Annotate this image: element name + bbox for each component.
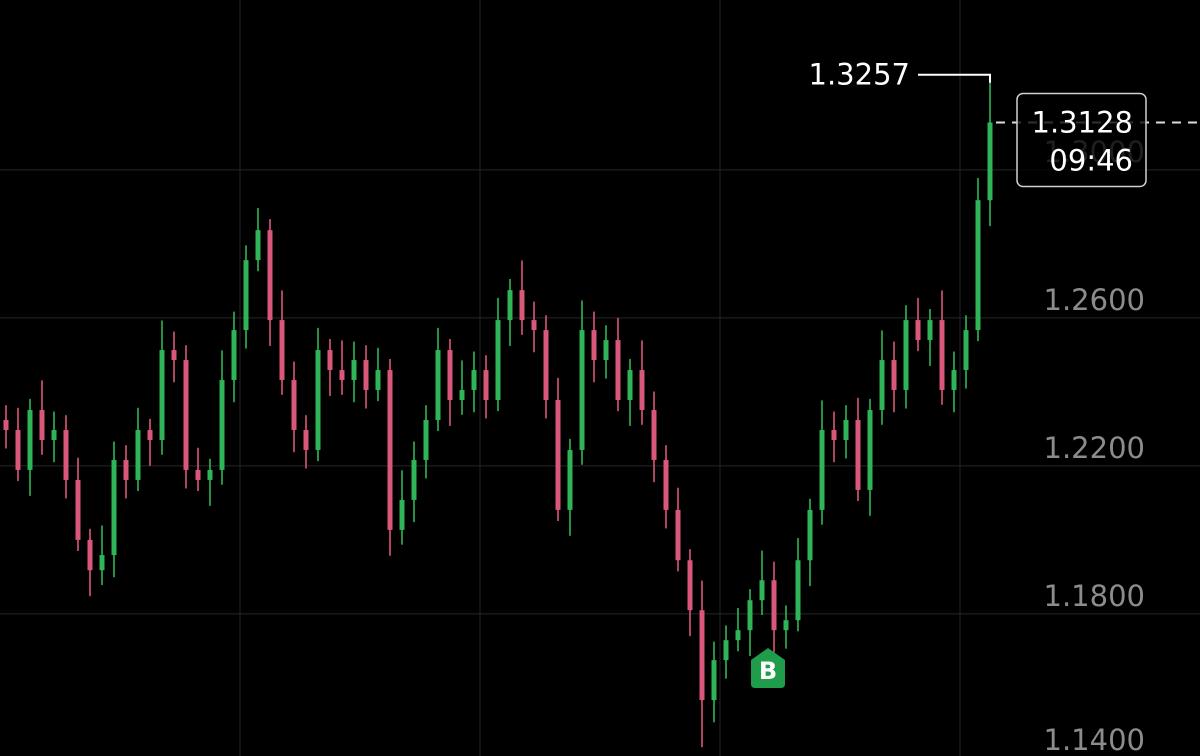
candle-body [15,429,21,470]
candle-body [639,370,645,411]
y-tick-label: 1.2200 [1044,431,1145,465]
candle-body [435,350,441,420]
candle-body [183,360,189,470]
candle-body [747,600,753,631]
candle-body [723,640,729,661]
candle-body [891,360,897,391]
candle-body [831,429,837,440]
candle-body [147,429,153,440]
candle-body [819,429,825,510]
high-leader [918,73,991,83]
candle-body [63,429,69,480]
candle-body [507,290,513,321]
candle-body [75,479,81,540]
candle-body [195,469,201,480]
candle-body [975,200,981,331]
candle-body [87,539,93,571]
candle-body [711,660,717,701]
y-tick-label: 1.2600 [1044,283,1145,317]
candle-body [591,330,597,361]
buy-marker [751,648,785,688]
candle-body [735,630,741,641]
candle-body [219,380,225,470]
candle-body [351,360,357,381]
candle-body [315,350,321,450]
candle-body [471,370,477,391]
candle-body [27,410,33,470]
candle-body [231,330,237,381]
candle-body [531,320,537,331]
candle-body [303,429,309,450]
vertical-grid [239,0,961,756]
candle-body [927,320,933,341]
candle-body [279,320,285,381]
y-tick-label: 1.1400 [1044,723,1145,756]
candle-body [987,122,993,201]
candle-body [627,370,633,401]
candle-body [411,459,417,500]
candle-body [171,350,177,361]
candle-body [867,410,873,490]
candle-body [555,400,561,510]
high-label: 1.3257 [809,58,910,92]
candle-body [255,230,261,261]
candle-body [795,560,801,621]
candle-body [903,320,909,391]
candle-body [99,555,105,571]
candle-body [615,340,621,401]
candle-body [483,370,489,401]
candle-body [495,320,501,401]
candle-body [843,420,849,440]
candle-body [3,420,9,430]
candle-body [699,610,705,701]
candle-body [135,429,141,480]
candle-body [447,350,453,401]
candle-body [663,459,669,510]
last-time-label: 09:46 [1049,143,1133,177]
candle-body [423,420,429,460]
candle-body [603,340,609,361]
candle-body [39,410,45,440]
candle-body [579,330,585,450]
candle-body [459,390,465,401]
candle-body [783,620,789,631]
candle-body [267,230,273,321]
candle-body [51,429,57,440]
candle-body [375,370,381,391]
candle-body [291,380,297,430]
candle-body [879,360,885,411]
candle-body [243,260,249,331]
candle-body [807,509,813,561]
candle-body [111,459,117,556]
candle-body [855,420,861,490]
candle-body [207,469,213,480]
candle-body [339,370,345,381]
candle-body [363,360,369,391]
candle-body [399,499,405,530]
last-price-box [1016,92,1147,188]
candle-body [963,330,969,371]
candle-body [387,370,393,530]
candle-body [567,449,573,510]
candle-body [759,580,765,601]
candle-body [951,370,957,391]
candle-body [543,330,549,401]
candle-body [687,560,693,611]
candle-body [159,350,165,440]
candle-body [519,290,525,321]
buy-marker-label: B [759,657,777,685]
candle-body [327,350,333,371]
candle-body [915,320,921,341]
candle-body [675,509,681,561]
candle-body [123,459,129,480]
candle-body [939,320,945,391]
y-tick-label: 1.1800 [1044,579,1145,613]
candle-body [651,410,657,460]
candle-body [771,580,777,631]
last-price-label: 1.3128 [1032,105,1133,139]
